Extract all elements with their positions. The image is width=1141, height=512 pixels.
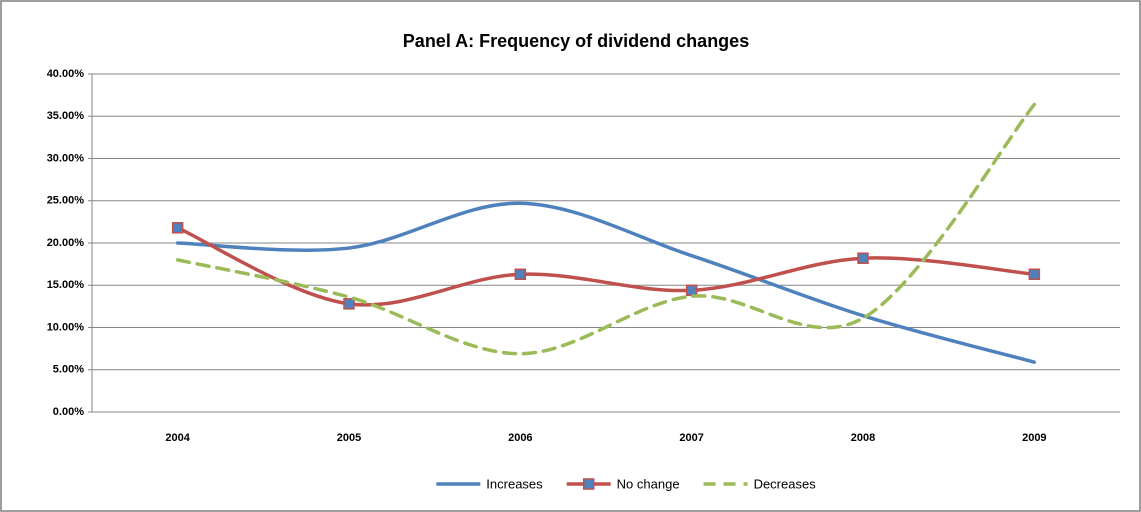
- series-line: [175, 102, 1037, 356]
- y-tick-label: 40.00%: [47, 68, 85, 80]
- point-marker: [1028, 268, 1041, 281]
- legend-label: No change: [617, 476, 680, 491]
- x-tick-label: 2005: [337, 432, 361, 444]
- chart-title: Panel A: Frequency of dividend changes: [403, 31, 749, 51]
- y-tick-label: 5.00%: [53, 364, 84, 376]
- x-tick-label: 2007: [679, 432, 703, 444]
- legend-marker: [582, 478, 595, 490]
- x-tick-label: 2009: [1022, 432, 1046, 444]
- legend-label: Increases: [486, 476, 543, 491]
- point-marker: [857, 252, 869, 264]
- x-tick-label: 2008: [851, 432, 875, 444]
- legend-label: Decreases: [754, 476, 817, 491]
- y-tick-label: 25.00%: [47, 195, 85, 207]
- y-tick-label: 0.00%: [53, 406, 84, 418]
- y-tick-label: 20.00%: [47, 237, 85, 249]
- point-marker: [514, 268, 527, 281]
- point-marker: [171, 222, 184, 234]
- point-marker: [343, 298, 355, 310]
- series-line: [175, 201, 1037, 364]
- x-tick-label: 2006: [508, 432, 532, 444]
- series-line: [175, 226, 1037, 307]
- y-tick-label: 15.00%: [47, 279, 85, 291]
- y-tick-label: 30.00%: [47, 152, 85, 164]
- point-marker: [685, 284, 698, 297]
- x-tick-label: 2004: [165, 432, 190, 444]
- y-tick-label: 35.00%: [47, 110, 85, 122]
- y-tick-label: 10.00%: [47, 321, 85, 333]
